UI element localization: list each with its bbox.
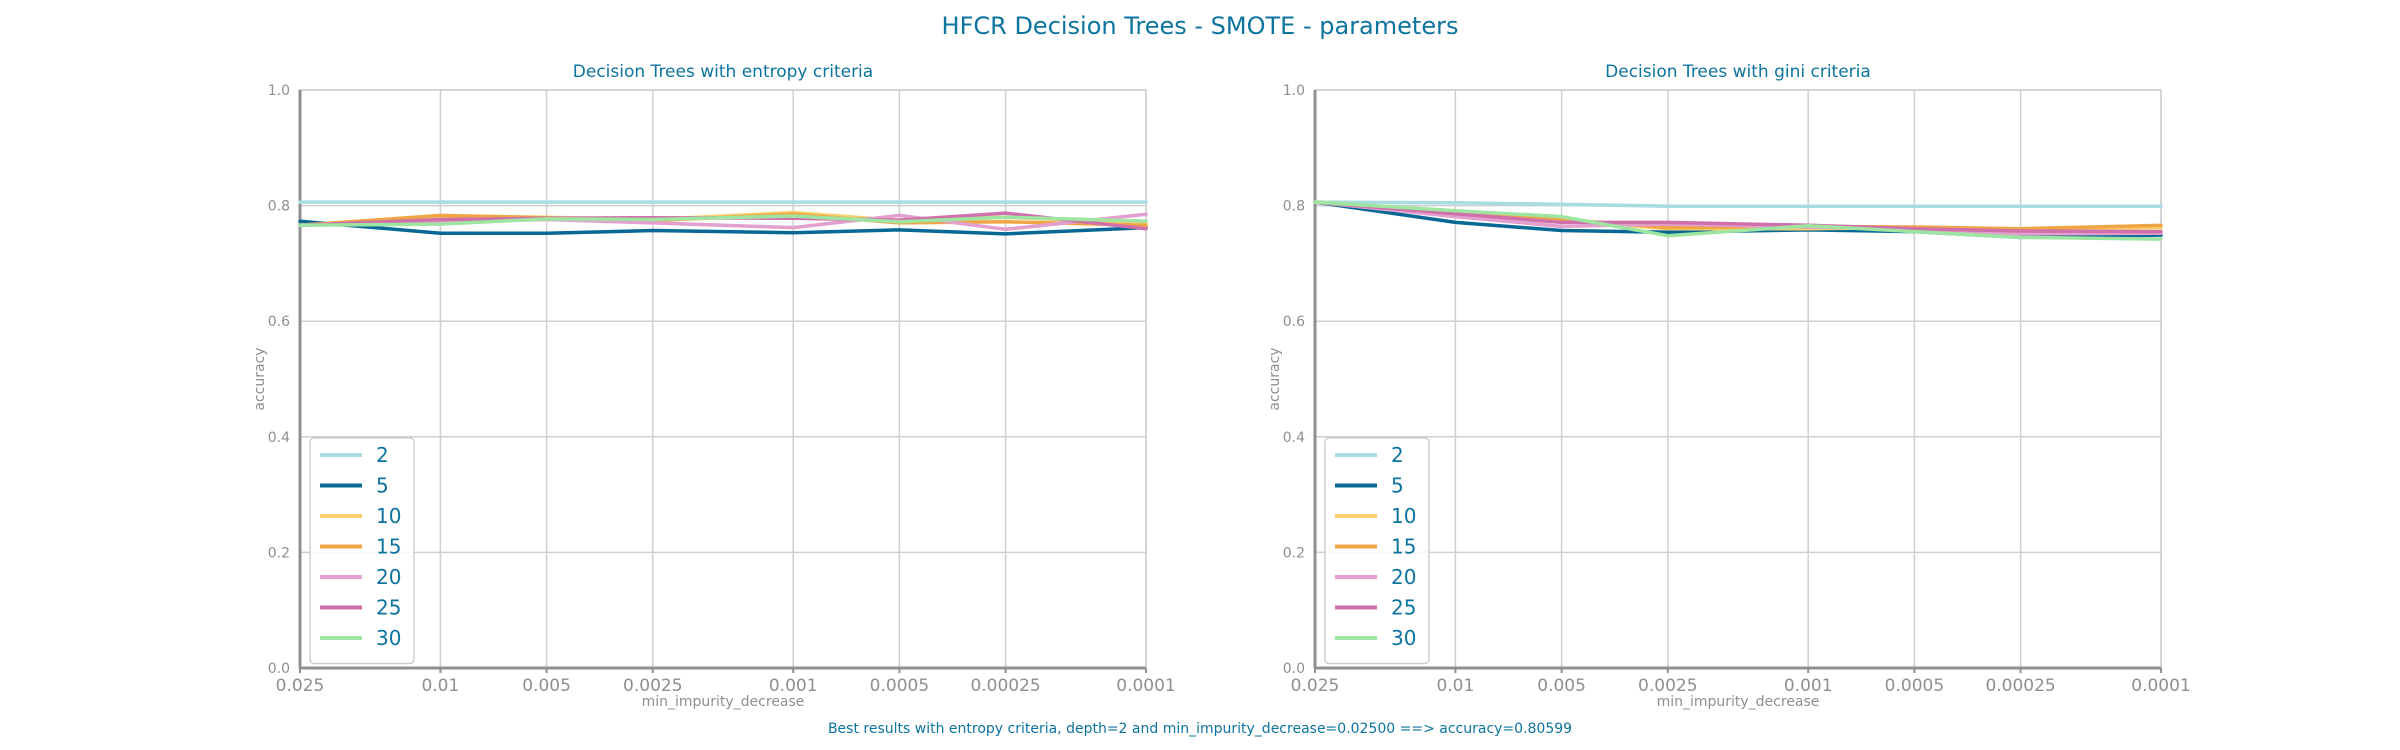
legend-label-25: 25 bbox=[1391, 596, 1416, 620]
subplot-title: Decision Trees with gini criteria bbox=[1605, 62, 1871, 82]
series-line-5 bbox=[298, 219, 1148, 236]
legend-label-30: 30 bbox=[1391, 626, 1416, 650]
y-axis-label: accuracy bbox=[1267, 347, 1283, 410]
y-tick-label: 0.0 bbox=[268, 661, 290, 677]
series-line-25 bbox=[1313, 200, 2163, 234]
y-tick-label: 0.6 bbox=[268, 314, 290, 330]
x-tick-label: 0.025 bbox=[1291, 676, 1340, 696]
series-line-30 bbox=[298, 214, 1148, 228]
x-tick-label: 0.0005 bbox=[870, 676, 929, 696]
y-tick-label: 1.0 bbox=[268, 83, 290, 99]
series-line-30 bbox=[1313, 200, 2163, 241]
gini-plot: Decision Trees with gini criteria 0.0 0.2 0… bbox=[1267, 62, 2191, 710]
x-tick-label: 0.025 bbox=[276, 676, 325, 696]
legend-label-15: 15 bbox=[376, 535, 401, 559]
x-tick-label: 0.0025 bbox=[623, 676, 682, 696]
x-axis-label: min_impurity_decrease bbox=[642, 694, 805, 710]
legend-label-20: 20 bbox=[376, 565, 401, 589]
best-results-footer: Best results with entropy criteria, dept… bbox=[828, 721, 1572, 737]
x-tick-label: 0.005 bbox=[522, 676, 571, 696]
x-tick-label: 0.00025 bbox=[1985, 676, 2055, 696]
subplot-title: Decision Trees with entropy criteria bbox=[573, 62, 873, 82]
y-axis-label: accuracy bbox=[252, 347, 268, 410]
legend-label-15: 15 bbox=[1391, 535, 1416, 559]
legend-label-20: 20 bbox=[1391, 565, 1416, 589]
x-tick-label: 0.00025 bbox=[970, 676, 1040, 696]
x-tick-label: 0.001 bbox=[769, 676, 818, 696]
x-tick-label: 0.0001 bbox=[2131, 676, 2190, 696]
legend-label-25: 25 bbox=[376, 596, 401, 620]
x-tick-label: 0.001 bbox=[1784, 676, 1833, 696]
legend-label-10: 10 bbox=[376, 504, 401, 528]
x-tick-label: 0.0005 bbox=[1885, 676, 1944, 696]
series-line-2 bbox=[1313, 200, 2163, 208]
x-tick-label: 0.005 bbox=[1537, 676, 1586, 696]
legend-label-5: 5 bbox=[1391, 474, 1404, 498]
x-axis-label: min_impurity_decrease bbox=[1657, 694, 1820, 710]
y-tick-label: 0.6 bbox=[1283, 314, 1305, 330]
series-line-20 bbox=[298, 212, 1148, 232]
x-tick-label: 0.01 bbox=[421, 676, 459, 696]
y-tick-label: 0.2 bbox=[1283, 545, 1305, 561]
legend-label-30: 30 bbox=[376, 626, 401, 650]
legend-label-2: 2 bbox=[1391, 443, 1404, 467]
legend-label-5: 5 bbox=[376, 474, 389, 498]
legend-label-2: 2 bbox=[376, 443, 389, 467]
y-tick-label: 0.4 bbox=[1283, 430, 1305, 446]
y-tick-label: 0.0 bbox=[1283, 661, 1305, 677]
x-tick-label: 0.01 bbox=[1436, 676, 1474, 696]
x-tick-label: 0.0001 bbox=[1116, 676, 1175, 696]
plot-frame bbox=[299, 89, 1147, 669]
legend-label-10: 10 bbox=[1391, 504, 1416, 528]
y-tick-label: 0.4 bbox=[268, 430, 290, 446]
y-tick-label: 0.8 bbox=[268, 199, 290, 215]
plot-frame bbox=[1314, 89, 2162, 669]
y-tick-label: 1.0 bbox=[1283, 83, 1305, 99]
entropy-plot: Decision Trees with entropy criteria0.00… bbox=[252, 62, 1176, 710]
y-tick-label: 0.8 bbox=[1283, 199, 1305, 215]
figure-title: HFCR Decision Trees - SMOTE - parameters bbox=[942, 12, 1459, 40]
x-tick-label: 0.0025 bbox=[1638, 676, 1697, 696]
y-tick-label: 0.2 bbox=[268, 545, 290, 561]
